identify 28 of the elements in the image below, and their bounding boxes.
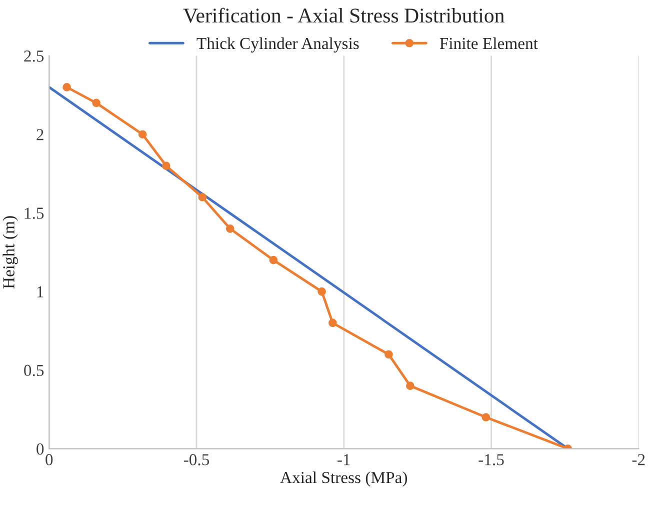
x-axis-title: Axial Stress (MPa) — [280, 471, 408, 487]
y-tick-label: 1.5 — [24, 208, 44, 219]
point — [384, 350, 393, 359]
y-tick-label: 2 — [36, 129, 44, 140]
chart-title: Verification - Axial Stress Distribution — [183, 8, 504, 23]
point — [318, 287, 326, 296]
x-tick-label: -1.5 — [478, 454, 504, 466]
point — [226, 224, 234, 233]
x-tick-label: -1 — [338, 454, 350, 466]
x-tick-label: 0 — [46, 454, 53, 466]
x-tick-label: -0.5 — [184, 454, 210, 466]
y-tick-label: 1 — [37, 286, 44, 298]
point — [328, 318, 337, 328]
x-tick-label: -2 — [632, 454, 645, 466]
y-tick-label: 0 — [36, 443, 44, 455]
y-tick-label: 0.5 — [24, 364, 44, 376]
point — [138, 130, 147, 139]
legend-label: Finite Element — [440, 37, 538, 50]
point — [198, 193, 207, 202]
point — [92, 98, 100, 108]
point — [406, 382, 414, 390]
point — [162, 162, 170, 170]
legend-label: Thick Cylinder Analysis — [196, 37, 359, 53]
point — [482, 413, 490, 422]
y-axis-title: Height (m) — [2, 216, 18, 289]
y-tick-label: 2.5 — [24, 50, 44, 62]
point — [269, 256, 278, 264]
point — [62, 83, 71, 92]
